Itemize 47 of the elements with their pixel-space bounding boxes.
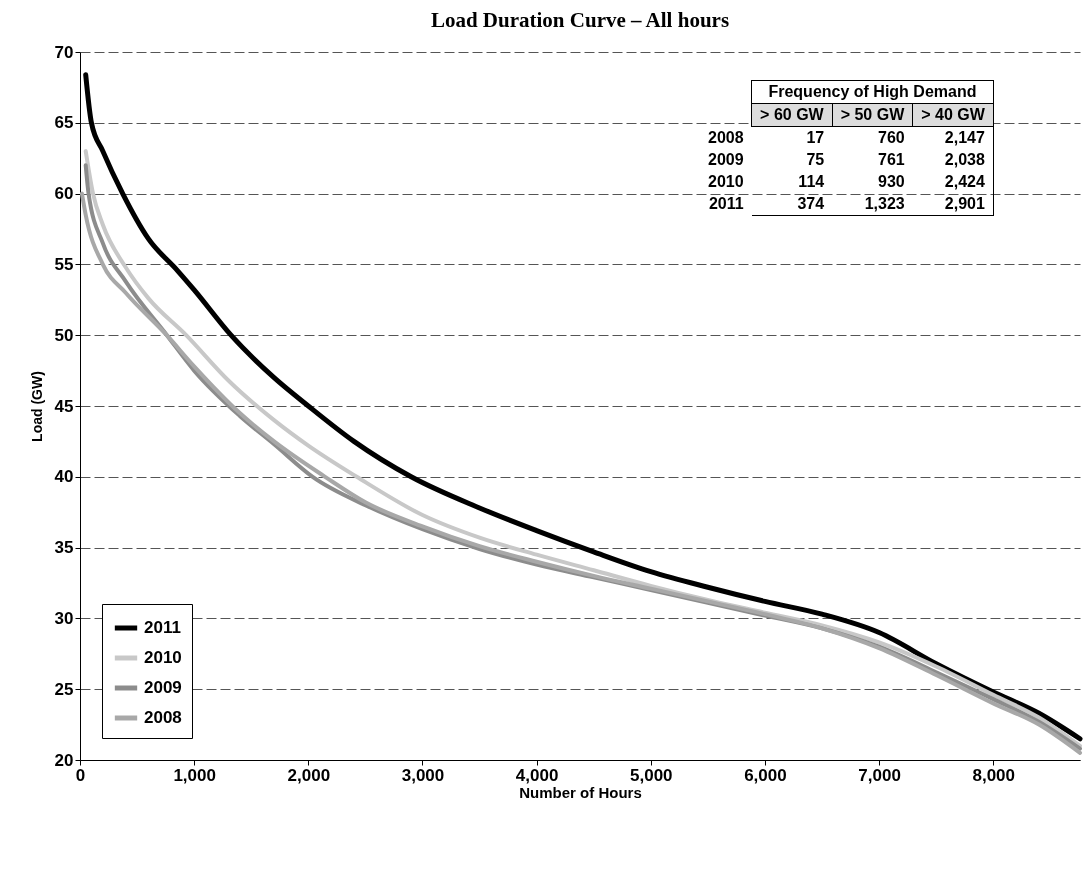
annotation: 2,038 bbox=[912, 149, 994, 171]
annotation: 75 bbox=[805, 150, 826, 170]
x-tick-label: 3,000 bbox=[401, 765, 445, 785]
annotation: 17 bbox=[805, 128, 826, 148]
x-tick-label: 2,000 bbox=[287, 765, 331, 785]
x-tick-label: 7,000 bbox=[858, 765, 901, 785]
x-tick-label: 4,000 bbox=[515, 765, 559, 785]
annotation: 760 bbox=[877, 128, 906, 148]
annotation: 114 bbox=[797, 172, 826, 192]
x-tick-label: 0 bbox=[75, 765, 86, 785]
annotation: > 50 GW bbox=[832, 103, 913, 127]
y-tick-label: 25 bbox=[54, 679, 74, 699]
legend-label: 2008 bbox=[144, 708, 182, 727]
y-tick-label: 50 bbox=[54, 325, 74, 345]
annotation: 930 bbox=[877, 172, 906, 192]
annotation: 761 bbox=[877, 150, 906, 170]
annotation: > 40 GW bbox=[912, 103, 994, 127]
annotation: 2,901 bbox=[912, 193, 994, 216]
chart-title: Load Duration Curve – All hours bbox=[430, 8, 730, 32]
annotation: Frequency of High Demand bbox=[751, 80, 994, 104]
annotation: 374 bbox=[751, 193, 833, 216]
y-tick-label: 40 bbox=[54, 467, 74, 487]
annotation: 2009 bbox=[707, 150, 745, 170]
annotation: 2010 bbox=[707, 172, 745, 192]
annotation: 2011 bbox=[707, 194, 745, 215]
annotation: 2,424 bbox=[912, 171, 994, 193]
annotation: 2,147 bbox=[912, 126, 994, 149]
x-tick-label: 6,000 bbox=[744, 765, 787, 785]
x-axis-title: Number of Hours bbox=[519, 783, 642, 801]
annotation: > 60 GW bbox=[751, 103, 833, 127]
y-axis-title: Load (GW) bbox=[28, 371, 45, 442]
x-tick-label: 1,000 bbox=[173, 765, 216, 785]
y-tick-label: 35 bbox=[54, 538, 74, 558]
legend-label: 2010 bbox=[144, 648, 182, 667]
x-tick-label: 5,000 bbox=[630, 765, 673, 785]
annotation: 2008 bbox=[707, 127, 745, 148]
y-tick-label: 60 bbox=[54, 184, 74, 204]
legend-label: 2009 bbox=[144, 678, 182, 697]
y-tick-label: 20 bbox=[54, 750, 74, 770]
y-tick-label: 55 bbox=[54, 254, 74, 274]
y-tick-label: 30 bbox=[54, 608, 74, 628]
x-tick-label: 8,000 bbox=[972, 765, 1016, 785]
y-tick-label: 45 bbox=[54, 396, 74, 416]
legend-label: 2011 bbox=[144, 618, 181, 637]
y-tick-label: 70 bbox=[54, 42, 74, 62]
y-tick-label: 65 bbox=[54, 113, 74, 133]
annotation: 1,323 bbox=[832, 193, 913, 216]
